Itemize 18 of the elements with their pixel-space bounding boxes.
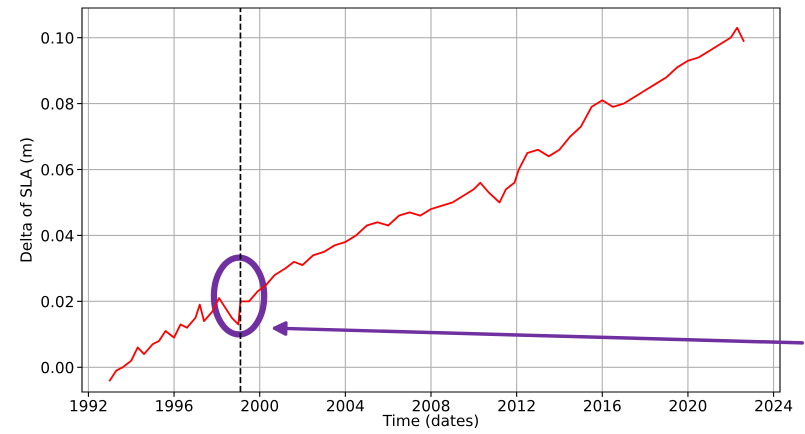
x-axis-title: Time (dates) — [382, 414, 478, 428]
x-tick-label: 2024 — [755, 400, 792, 412]
x-tick-label: 2008 — [412, 400, 450, 412]
y-tick-label: 0.02 — [41, 296, 73, 308]
y-tick-label: 0.04 — [41, 230, 74, 242]
x-tick-label: 2000 — [241, 400, 278, 412]
y-tick-label: 0.00 — [41, 362, 74, 374]
y-tick-label: 0.06 — [41, 164, 74, 176]
x-tick-label: 2004 — [327, 400, 364, 412]
x-tick-label: 2020 — [670, 400, 706, 412]
x-tick-label: 2012 — [498, 400, 535, 412]
x-tick-label: 2016 — [584, 400, 621, 412]
y-tick-label: 0.10 — [41, 32, 74, 44]
x-tick-label: 1996 — [156, 400, 193, 412]
x-tick-label: 1992 — [70, 400, 106, 412]
line-series — [108, 26, 745, 382]
y-axis-title: Delta of SLA (m) — [20, 138, 34, 262]
y-tick-label: 0.08 — [41, 98, 74, 110]
